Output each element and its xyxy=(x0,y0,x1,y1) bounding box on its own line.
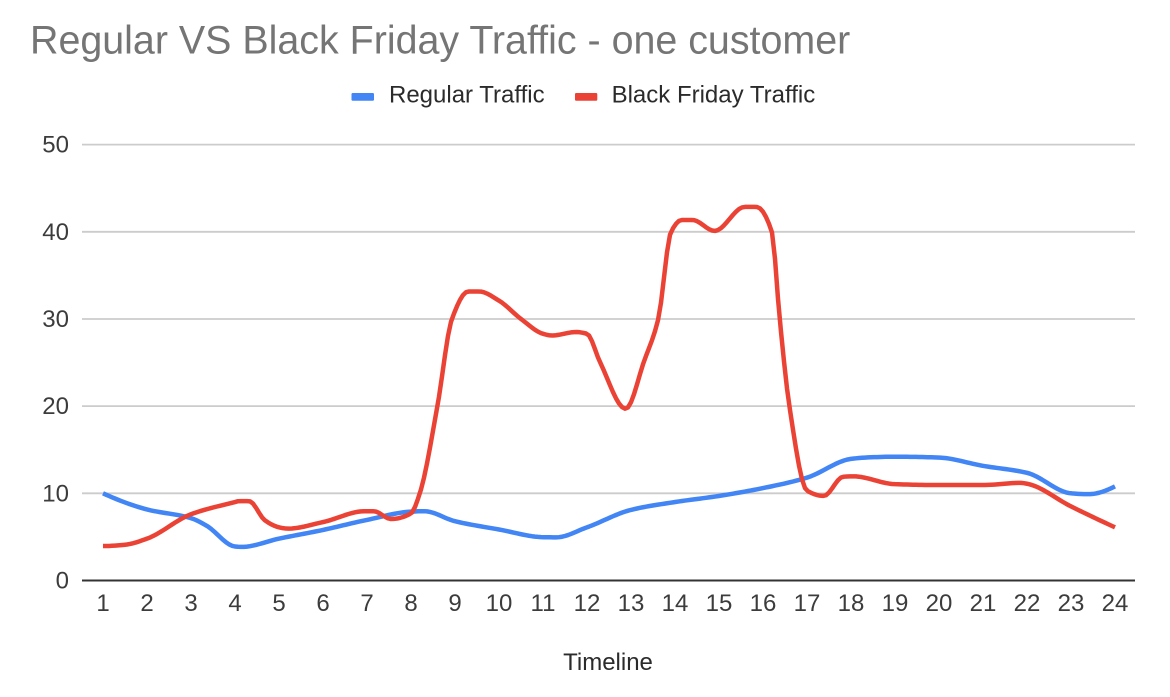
svg-text:10: 10 xyxy=(486,590,513,617)
svg-text:40: 40 xyxy=(42,219,69,246)
svg-text:5: 5 xyxy=(272,590,285,617)
svg-text:12: 12 xyxy=(574,590,601,617)
svg-text:3: 3 xyxy=(184,590,197,617)
svg-text:21: 21 xyxy=(970,590,997,617)
svg-text:20: 20 xyxy=(42,393,69,420)
svg-text:11: 11 xyxy=(531,590,556,617)
svg-text:0: 0 xyxy=(56,568,69,595)
svg-text:Timeline: Timeline xyxy=(563,649,653,676)
svg-text:15: 15 xyxy=(706,590,733,617)
svg-text:19: 19 xyxy=(882,590,909,617)
svg-text:23: 23 xyxy=(1058,590,1085,617)
svg-text:14: 14 xyxy=(662,590,689,617)
svg-text:17: 17 xyxy=(794,590,821,617)
svg-text:16: 16 xyxy=(750,590,777,617)
svg-text:8: 8 xyxy=(404,590,417,617)
svg-text:4: 4 xyxy=(228,590,241,617)
svg-text:13: 13 xyxy=(618,590,645,617)
svg-text:6: 6 xyxy=(316,590,329,617)
svg-text:1: 1 xyxy=(96,590,109,617)
svg-text:50: 50 xyxy=(42,132,69,159)
svg-text:24: 24 xyxy=(1102,590,1129,617)
svg-text:30: 30 xyxy=(42,306,69,333)
svg-text:22: 22 xyxy=(1014,590,1041,617)
svg-text:7: 7 xyxy=(360,590,373,617)
svg-text:9: 9 xyxy=(448,590,461,617)
svg-text:20: 20 xyxy=(926,590,953,617)
svg-text:2: 2 xyxy=(140,590,153,617)
svg-text:Regular Traffic: Regular Traffic xyxy=(389,81,545,108)
svg-text:Regular VS Black Friday Traffi: Regular VS Black Friday Traffic - one cu… xyxy=(30,19,850,63)
svg-text:10: 10 xyxy=(42,480,69,507)
svg-text:18: 18 xyxy=(838,590,865,617)
svg-text:Black Friday Traffic: Black Friday Traffic xyxy=(612,81,816,108)
